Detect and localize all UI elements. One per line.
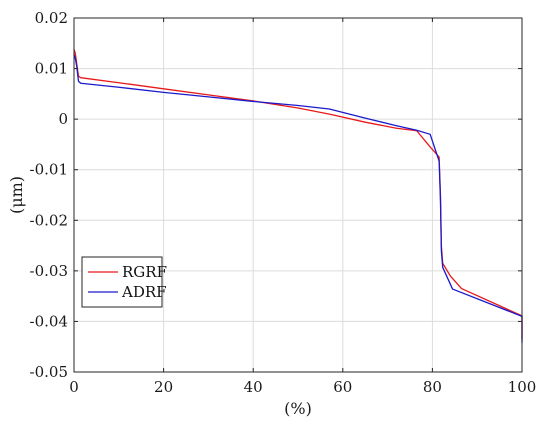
y-tick-label: -0.02 (30, 211, 68, 229)
y-tick-label: 0 (58, 110, 68, 128)
y-tick-label: -0.03 (30, 262, 68, 280)
x-tick-label: 60 (333, 378, 352, 396)
y-tick-label: -0.04 (30, 312, 68, 330)
series-lines (73, 48, 523, 344)
x-tick-label: 100 (508, 378, 537, 396)
legend: RGRF ADRF (81, 256, 167, 308)
y-tick-label: -0.01 (30, 161, 68, 179)
x-tick-label: 20 (154, 378, 173, 396)
y-tick-label: 0.01 (35, 60, 68, 78)
x-axis-label: (%) (284, 399, 312, 418)
plot-frame (73, 17, 523, 373)
x-tick-label: 40 (244, 378, 263, 396)
series-line-adrf (73, 53, 523, 344)
x-tick-label: 80 (423, 378, 442, 396)
series-line-rgrf (73, 48, 523, 340)
y-axis-label: (μm) (7, 176, 26, 214)
axis-ticks: 0 20 40 60 80 100 0.02 0.01 0 -0.01 -0.02 -0.03 -0.0… (30, 9, 537, 396)
legend-label-adrf: ADRF (121, 283, 167, 301)
x-tick-label: 0 (69, 378, 79, 396)
legend-box (81, 256, 163, 308)
y-tick-label: -0.05 (30, 363, 68, 381)
plot-area (74, 18, 522, 372)
legend-label-rgrf: RGRF (122, 263, 167, 281)
y-tick-label: 0.02 (35, 9, 68, 27)
